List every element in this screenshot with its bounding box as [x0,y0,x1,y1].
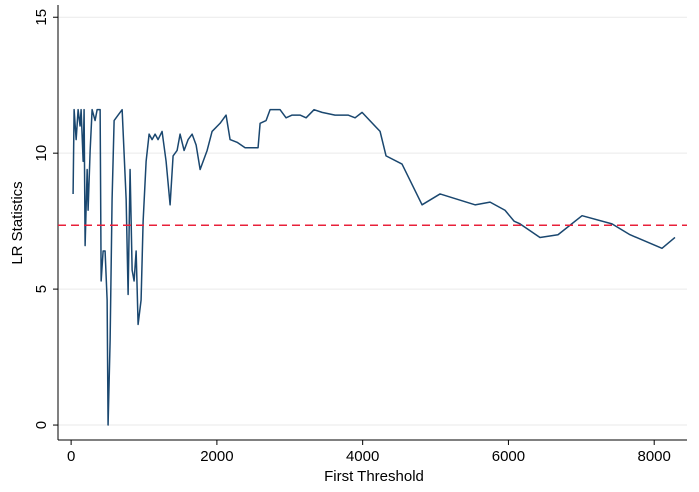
y-tick-label: 5 [33,285,50,293]
y-axis-label: LR Statistics [9,181,26,264]
x-tick-label: 2000 [200,448,233,465]
x-tick-label: 0 [67,448,75,465]
x-tick-label: 4000 [346,448,379,465]
x-axis-label: First Threshold [324,468,424,485]
x-tick-label: 8000 [638,448,671,465]
data-line [72,108,676,426]
y-tick-label: 15 [33,9,50,26]
x-tick-label: 6000 [492,448,525,465]
y-tick-label: 10 [33,145,50,162]
y-tick-label: 0 [33,421,50,429]
